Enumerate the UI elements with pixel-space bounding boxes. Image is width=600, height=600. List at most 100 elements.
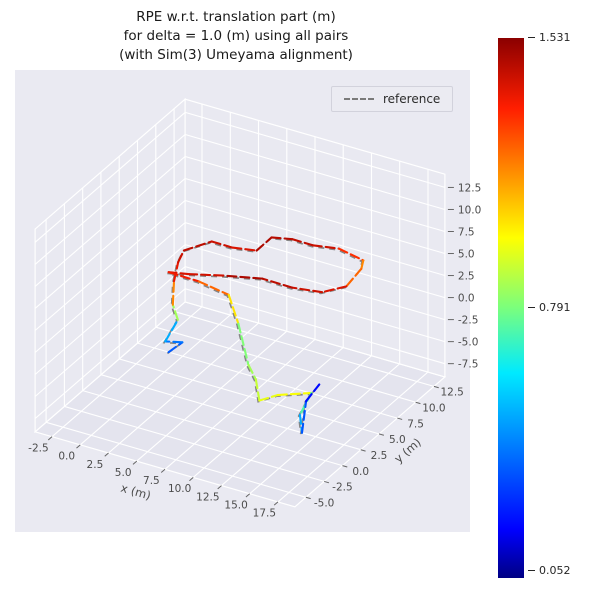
grid-line-y	[155, 124, 416, 403]
x-tick-label: 2.5	[87, 459, 104, 471]
tick-mark	[47, 436, 53, 441]
tick-mark	[397, 417, 403, 420]
trajectory-segment	[171, 303, 179, 321]
trajectory-segment	[305, 383, 321, 403]
trajectory-segment	[182, 240, 213, 252]
colorbar-min-label: 0.052	[539, 564, 571, 577]
colorbar-mid-tick: 0.791	[528, 301, 571, 314]
chart-title-line1: RPE w.r.t. translation part (m)	[136, 9, 336, 25]
z-tick-label: 0.0	[458, 293, 475, 305]
trajectory-segment	[164, 318, 179, 343]
colorbar-max-tick: 1.531	[528, 31, 571, 44]
x-tick-label: 10.0	[168, 483, 191, 495]
panes	[33, 97, 447, 508]
grid-line-z	[34, 199, 446, 331]
trajectory-segment	[210, 240, 234, 249]
z-tick-label: 12.5	[458, 182, 481, 194]
grid-line-x	[164, 136, 316, 470]
x-tick-label: 17.5	[253, 508, 276, 520]
y-tick-label: 12.5	[440, 387, 463, 399]
y-tick-label: 10.0	[422, 402, 445, 414]
chart-title-line3: (with Sim(3) Umeyama alignment)	[119, 47, 353, 63]
trajectory-segment	[171, 280, 176, 306]
trajectory-segment	[311, 244, 341, 250]
colorbar	[498, 38, 524, 578]
trajectory-segment	[227, 293, 240, 325]
z-tick-label: -2.5	[458, 315, 479, 327]
x-tick-label: 15.0	[224, 500, 247, 512]
tick-labels: -2.50.02.55.07.510.012.515.017.5-5.0-2.5…	[28, 182, 481, 519]
trajectory-segment	[261, 277, 294, 289]
trajectory-segment	[231, 246, 258, 252]
grid-line-z	[34, 243, 446, 375]
y-tick-label: -2.5	[332, 482, 353, 494]
trajectory-segment	[291, 286, 324, 294]
trajectory-segment	[254, 378, 261, 402]
trajectory-segment	[321, 285, 348, 294]
legend: reference	[331, 86, 454, 112]
trajectory-segment	[360, 259, 365, 270]
grid-line-x	[79, 112, 231, 446]
trajectory-segment	[270, 236, 294, 241]
legend-label-reference: reference	[383, 92, 441, 106]
trajectory-segment	[164, 340, 184, 344]
y-tick-label: 0.0	[352, 466, 369, 478]
colorbar-tick-icon	[528, 37, 535, 38]
grid-line-z	[34, 288, 446, 420]
tick-mark	[189, 477, 194, 482]
trajectory-segment	[167, 341, 184, 354]
grid-line-x	[277, 169, 429, 503]
grid-line-z	[34, 265, 446, 397]
colorbar-min-tick: 0.052	[528, 564, 571, 577]
tick-mark	[433, 385, 439, 389]
grid-line-y	[63, 203, 325, 482]
trajectory-segment	[167, 271, 200, 283]
grid-line-z	[34, 133, 446, 265]
x-tick-label: 7.5	[143, 475, 160, 487]
z-tick-label: -5.0	[458, 337, 479, 349]
tick-mark	[160, 468, 166, 473]
colorbar-mid-label: 0.791	[539, 301, 571, 314]
colorbar-tick-icon	[528, 307, 535, 308]
y-tick-label: 5.0	[389, 434, 406, 446]
grid-line-x	[136, 128, 288, 462]
colorbar-tick-icon	[528, 570, 535, 571]
tick-mark	[104, 452, 109, 457]
grid-line-x	[221, 153, 373, 487]
tick-mark	[342, 465, 348, 468]
y-tick-label: 7.5	[407, 418, 424, 430]
trajectory-segment	[300, 400, 308, 434]
y-tick-label: 2.5	[371, 450, 388, 462]
tick-mark	[132, 460, 138, 465]
x-tick-label: 5.0	[115, 467, 132, 479]
grid-line-x	[249, 161, 401, 495]
grid-line-y	[100, 172, 361, 451]
tick-mark	[360, 449, 366, 452]
trajectory-segment	[222, 274, 264, 280]
grid-line-z	[34, 155, 446, 287]
grid-line-y	[118, 156, 380, 435]
trajectory-segment	[255, 236, 273, 252]
y-tick-label: -5.0	[314, 498, 335, 510]
trajectory-segment	[177, 249, 185, 264]
z-tick-label: -7.5	[458, 359, 479, 371]
z-tick-label: 2.5	[458, 271, 475, 283]
trajectory-segment	[345, 267, 363, 288]
tick-mark	[305, 496, 311, 500]
x-tick-label: 0.0	[58, 451, 75, 463]
trajectory-segment	[258, 393, 279, 402]
estimate-trajectory	[164, 236, 365, 434]
tick-mark	[273, 501, 279, 506]
tick-mark	[217, 485, 222, 490]
trajectory-segment	[337, 247, 365, 262]
trajectory-segment	[197, 280, 230, 296]
grid-line-y	[45, 219, 307, 498]
grid-line-y	[82, 187, 343, 467]
tick-mark	[324, 480, 330, 484]
trajectory-segment	[172, 261, 180, 283]
tick-mark	[378, 433, 384, 436]
x-tick-label: 12.5	[196, 491, 219, 503]
chart-title: RPE w.r.t. translation part (m) for delt…	[10, 8, 462, 65]
